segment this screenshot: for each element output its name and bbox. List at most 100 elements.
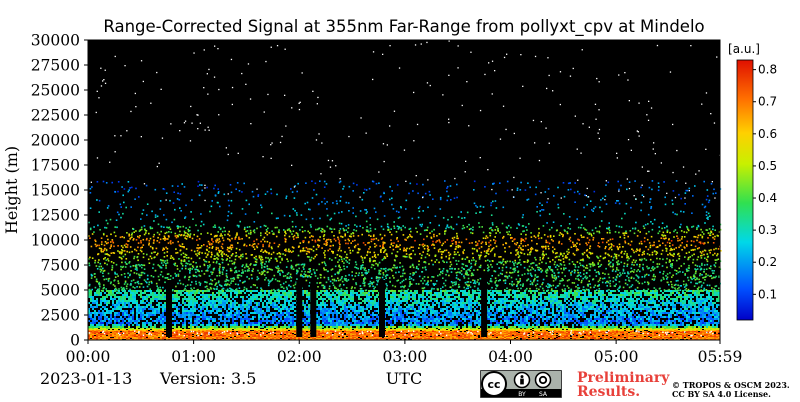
- signal-cell: [114, 312, 116, 314]
- signal-cell: [102, 333, 104, 334]
- signal-cell: [250, 318, 252, 320]
- signal-cell: [336, 296, 338, 298]
- signal-cell: [468, 334, 470, 335]
- signal-cell: [410, 332, 412, 333]
- signal-cell: [188, 338, 190, 339]
- signal-cell: [292, 312, 294, 314]
- signal-cell: [116, 314, 118, 316]
- signal-cell: [442, 308, 444, 310]
- signal-cell: [426, 302, 428, 304]
- signal-cell: [292, 316, 294, 318]
- signal-cell: [342, 322, 344, 324]
- signal-cell: [250, 292, 252, 294]
- signal-cell: [410, 331, 412, 332]
- signal-cell: [392, 329, 394, 330]
- signal-cell: [318, 320, 320, 322]
- signal-cell: [332, 336, 334, 337]
- signal-cell: [212, 333, 214, 334]
- signal-cell: [288, 290, 290, 292]
- signal-cell: [154, 314, 156, 316]
- signal-cell: [338, 330, 340, 331]
- signal-cell: [366, 322, 368, 324]
- signal-cell: [108, 294, 110, 296]
- signal-cell: [120, 338, 122, 339]
- signal-cell: [324, 337, 326, 338]
- signal-cell: [412, 312, 414, 314]
- signal-cell: [96, 312, 98, 314]
- signal-cell: [250, 332, 252, 333]
- signal-cell: [438, 304, 440, 306]
- signal-cell: [494, 335, 496, 336]
- signal-cell: [102, 300, 104, 302]
- signal-cell: [114, 314, 116, 316]
- signal-cell: [104, 292, 106, 294]
- signal-cell: [418, 335, 420, 336]
- signal-cell: [372, 290, 374, 292]
- signal-cell: [254, 310, 256, 312]
- signal-cell: [396, 331, 398, 332]
- signal-cell: [372, 331, 374, 332]
- signal-cell: [442, 298, 444, 300]
- signal-cell: [106, 334, 108, 335]
- signal-cell: [492, 336, 494, 337]
- signal-cell: [146, 338, 148, 339]
- signal-cell: [278, 308, 280, 310]
- signal-cell: [336, 332, 338, 333]
- signal-cell: [268, 328, 270, 329]
- signal-cell: [212, 308, 214, 310]
- signal-cell: [430, 335, 432, 336]
- signal-cell: [330, 330, 332, 331]
- signal-cell: [488, 314, 490, 316]
- signal-cell: [350, 324, 352, 326]
- signal-cell: [174, 296, 176, 298]
- signal-cell: [292, 329, 294, 330]
- signal-cell: [346, 335, 348, 336]
- signal-cell: [452, 314, 454, 316]
- signal-cell: [192, 296, 194, 298]
- signal-cell: [334, 306, 336, 308]
- signal-cell: [386, 304, 388, 306]
- signal-cell: [466, 294, 468, 296]
- signal-cell: [416, 330, 418, 331]
- signal-cell: [184, 308, 186, 310]
- signal-cell: [350, 306, 352, 308]
- signal-cell: [224, 335, 226, 336]
- signal-cell: [198, 333, 200, 334]
- signal-cell: [200, 328, 202, 329]
- signal-cell: [176, 322, 178, 324]
- signal-cell: [146, 328, 148, 329]
- signal-cell: [222, 328, 224, 329]
- signal-cell: [448, 296, 450, 298]
- signal-cell: [458, 336, 460, 337]
- signal-cell: [444, 329, 446, 330]
- signal-cell: [280, 290, 282, 292]
- signal-cell: [256, 329, 258, 330]
- signal-cell: [450, 318, 452, 320]
- signal-cell: [138, 326, 140, 328]
- signal-cell: [314, 338, 316, 339]
- signal-cell: [392, 331, 394, 332]
- signal-cell: [396, 335, 398, 336]
- signal-cell: [330, 338, 332, 339]
- signal-cell: [478, 304, 480, 306]
- signal-cell: [332, 300, 334, 302]
- signal-cell: [430, 333, 432, 334]
- signal-cell: [434, 338, 436, 339]
- signal-cell: [360, 294, 362, 296]
- signal-cell: [352, 296, 354, 298]
- signal-cell: [298, 337, 300, 338]
- signal-cell: [128, 335, 130, 336]
- signal-cell: [230, 292, 232, 294]
- signal-cell: [240, 292, 242, 294]
- signal-cell: [236, 312, 238, 314]
- signal-cell: [396, 300, 398, 302]
- signal-cell: [138, 294, 140, 296]
- signal-cell: [176, 298, 178, 300]
- signal-cell: [352, 335, 354, 336]
- signal-cell: [118, 292, 120, 294]
- signal-cell: [266, 316, 268, 318]
- signal-cell: [116, 338, 118, 339]
- signal-cell: [136, 308, 138, 310]
- signal-cell: [408, 306, 410, 308]
- signal-cell: [362, 294, 364, 296]
